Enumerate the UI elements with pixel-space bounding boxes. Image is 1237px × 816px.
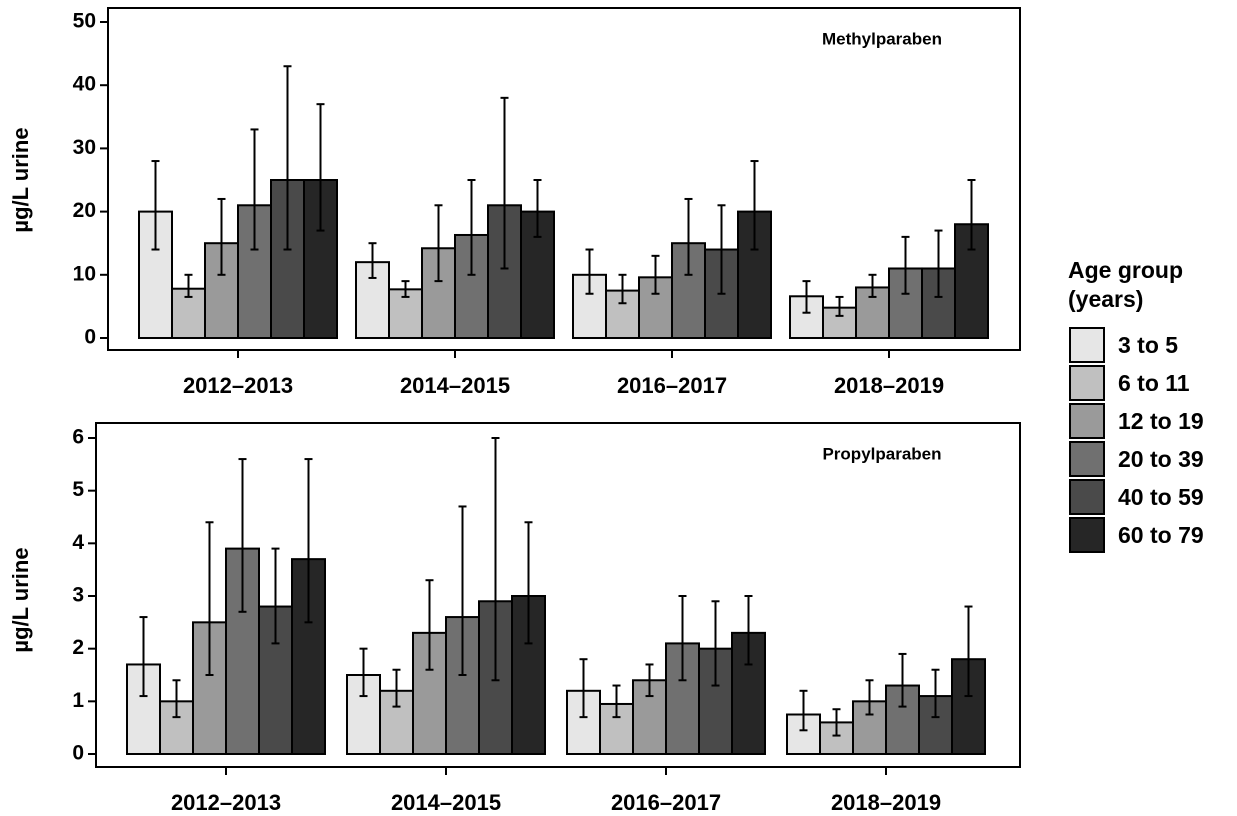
x-tick-label: 2014–2015 <box>400 373 510 398</box>
error-bar <box>835 295 844 317</box>
error-bar <box>392 668 401 708</box>
error-bar <box>283 65 292 251</box>
y-tick-label: 1 <box>72 689 84 712</box>
bar: 60 to 79 <box>511 595 546 755</box>
error-bar <box>717 204 726 295</box>
error-bar <box>645 663 654 698</box>
error-bar <box>744 595 753 666</box>
legend-swatch <box>1069 403 1105 439</box>
error-bar <box>579 658 588 719</box>
error-bar <box>250 128 259 251</box>
y-tick-label: 0 <box>84 326 96 349</box>
y-tick-label: 40 <box>73 73 96 96</box>
plot-frame <box>107 7 1021 351</box>
error-bar <box>172 679 181 719</box>
y-tick-label: 2 <box>72 636 84 659</box>
legend-label: 3 to 5 <box>1118 332 1178 358</box>
y-tick-label: 0 <box>72 742 84 765</box>
error-bar <box>500 96 509 270</box>
y-axis-label: µg/L urine <box>8 547 33 652</box>
error-bar <box>750 160 759 251</box>
x-tick-label: 2018–2019 <box>831 790 941 815</box>
legend-swatch <box>1069 365 1105 401</box>
error-bar <box>401 280 410 298</box>
error-bar <box>585 248 594 295</box>
y-tick-label: 10 <box>73 262 96 285</box>
error-bar <box>618 273 627 305</box>
error-bar <box>651 254 660 295</box>
error-bar <box>467 179 476 276</box>
error-bar <box>205 521 214 676</box>
x-tick-label: 2014–2015 <box>391 790 501 815</box>
legend-label: 40 to 59 <box>1118 484 1204 510</box>
error-bar <box>832 708 841 737</box>
error-bar <box>802 280 811 314</box>
error-bar <box>368 242 377 279</box>
x-tick-label: 2012–2013 <box>171 790 281 815</box>
y-tick-label: 3 <box>72 584 84 607</box>
error-bar <box>898 652 907 708</box>
y-tick-label: 50 <box>73 10 96 33</box>
y-tick-label: 4 <box>72 531 84 554</box>
legend-label: 20 to 39 <box>1118 446 1204 472</box>
error-bar <box>964 605 973 698</box>
x-tick-label: 2018–2019 <box>834 373 944 398</box>
error-bar <box>238 458 247 613</box>
error-bar <box>799 689 808 732</box>
x-tick-label: 2012–2013 <box>183 373 293 398</box>
error-bar <box>868 273 877 298</box>
legend-title: Age group (years) <box>1068 257 1183 312</box>
legend-swatch <box>1069 441 1105 477</box>
error-bar <box>304 458 313 624</box>
error-bar <box>491 437 500 682</box>
error-bar <box>901 235 910 295</box>
error-bar <box>316 103 325 232</box>
y-tick-label: 20 <box>73 199 96 222</box>
error-bar <box>931 668 940 719</box>
annotation: Propylparaben <box>822 444 941 463</box>
error-bar <box>967 179 976 251</box>
annotation: Methylparaben <box>822 29 942 48</box>
legend-label: 60 to 79 <box>1118 522 1204 548</box>
error-bar <box>359 647 368 698</box>
error-bar <box>151 160 160 251</box>
error-bar <box>865 679 874 716</box>
y-tick-label: 6 <box>72 426 84 449</box>
error-bar <box>271 547 280 645</box>
error-bar <box>139 616 148 698</box>
error-bar <box>524 521 533 645</box>
x-tick-label: 2016–2017 <box>611 790 721 815</box>
error-bar <box>612 684 621 719</box>
error-bar <box>934 229 943 298</box>
y-tick-label: 5 <box>72 478 84 501</box>
error-bar <box>533 179 542 238</box>
y-axis-label: µg/L urine <box>8 127 33 232</box>
legend-label: 6 to 11 <box>1118 370 1190 396</box>
error-bar <box>711 600 720 687</box>
legend-swatch <box>1069 327 1105 363</box>
error-bar <box>184 273 193 298</box>
x-tick-label: 2016–2017 <box>617 373 727 398</box>
legend-swatch <box>1069 479 1105 515</box>
error-bar <box>684 197 693 276</box>
legend-label: 12 to 19 <box>1118 408 1204 434</box>
error-bar <box>217 197 226 276</box>
error-bar <box>434 204 443 283</box>
error-bar <box>678 595 687 682</box>
y-tick-label: 30 <box>73 136 96 159</box>
error-bar <box>425 579 434 671</box>
legend-swatch <box>1069 517 1105 553</box>
error-bar <box>458 505 467 676</box>
